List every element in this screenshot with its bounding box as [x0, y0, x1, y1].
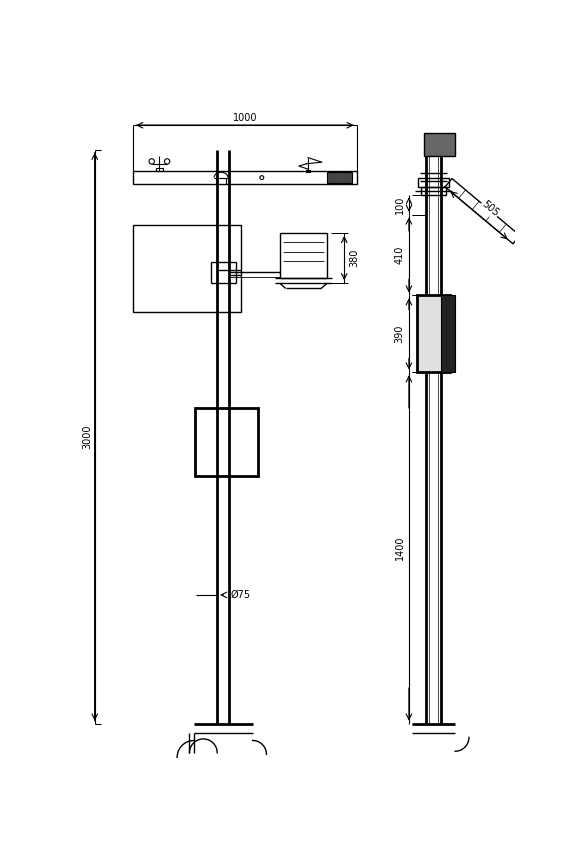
- Bar: [417, 295, 451, 372]
- Bar: [133, 171, 356, 184]
- Text: Ø75: Ø75: [231, 590, 251, 600]
- Bar: [306, 170, 311, 172]
- Text: 410: 410: [395, 245, 405, 264]
- Text: 3000: 3000: [82, 424, 92, 449]
- Bar: [421, 187, 446, 194]
- Text: 390: 390: [395, 325, 405, 343]
- Bar: [418, 178, 449, 187]
- Text: 1000: 1000: [232, 113, 257, 124]
- Bar: [195, 408, 258, 475]
- Bar: [280, 233, 327, 277]
- Text: 505: 505: [479, 200, 500, 219]
- Text: 380: 380: [349, 249, 359, 267]
- Text: 100: 100: [395, 195, 405, 213]
- Bar: [133, 226, 241, 312]
- Text: 1400: 1400: [395, 536, 405, 560]
- Bar: [441, 295, 455, 372]
- Bar: [424, 133, 455, 156]
- Bar: [156, 168, 162, 171]
- Bar: [327, 172, 352, 183]
